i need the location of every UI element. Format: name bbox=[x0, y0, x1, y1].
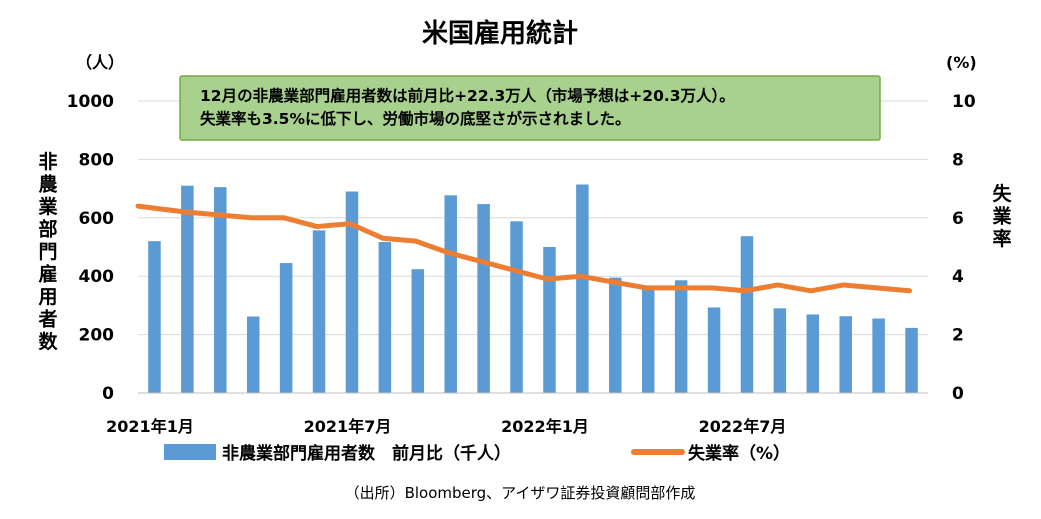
x-tick-label: 2022年1月 bbox=[501, 417, 589, 436]
bar bbox=[773, 308, 787, 393]
bar bbox=[576, 184, 589, 393]
right-tick-label: 4 bbox=[952, 267, 964, 287]
bar bbox=[477, 204, 490, 393]
left-axis-unit: （人） bbox=[76, 53, 124, 72]
x-axis-ticks: 2021年1月 2021年7月 2022年1月 2022年7月 bbox=[106, 417, 786, 436]
annotation-line-2: 失業率も3.5%に低下し、労働市場の底堅さが示されました。 bbox=[200, 109, 631, 128]
left-tick-label: 600 bbox=[79, 209, 115, 229]
bar bbox=[345, 191, 359, 393]
left-tick-label: 1000 bbox=[67, 92, 114, 112]
left-axis-label: 非農業部門雇用者数 bbox=[37, 151, 58, 353]
bar bbox=[312, 230, 326, 393]
left-tick-label: 400 bbox=[79, 267, 115, 287]
bar bbox=[806, 314, 820, 393]
bar bbox=[609, 277, 622, 393]
bar bbox=[378, 242, 392, 393]
bar bbox=[279, 263, 293, 393]
bar-series bbox=[148, 184, 918, 393]
bar bbox=[740, 236, 754, 393]
x-tick-label: 2022年7月 bbox=[699, 417, 787, 436]
chart-title: 米国雇用統計 bbox=[422, 18, 578, 49]
left-axis-ticks: 0 200 400 600 800 1000 bbox=[67, 92, 114, 404]
legend-bar-label: 非農業部門雇用者数 前月比（千人） bbox=[222, 443, 511, 464]
source-note: （出所）Bloomberg、アイザワ証券投資顧問部作成 bbox=[345, 484, 696, 502]
bar bbox=[510, 221, 523, 393]
annotation-line-1: 12月の非農業部門雇用者数は前月比+22.3万人（市場予想は+20.3万人）。 bbox=[200, 86, 735, 105]
left-tick-label: 800 bbox=[79, 150, 115, 170]
bar bbox=[444, 195, 457, 393]
bar bbox=[214, 187, 227, 393]
right-axis-label: 失業率 bbox=[991, 182, 1012, 250]
right-axis-ticks: 0 2 4 6 8 10 bbox=[952, 92, 976, 404]
left-tick-label: 200 bbox=[79, 326, 115, 346]
left-tick-label: 0 bbox=[102, 384, 114, 404]
right-tick-label: 10 bbox=[952, 92, 976, 112]
x-tick-label: 2021年7月 bbox=[304, 417, 392, 436]
bar bbox=[246, 316, 260, 393]
annotation-box: 12月の非農業部門雇用者数は前月比+22.3万人（市場予想は+20.3万人）。 … bbox=[179, 75, 881, 141]
bar bbox=[707, 307, 721, 393]
bar bbox=[181, 185, 194, 393]
right-tick-label: 2 bbox=[952, 326, 964, 346]
bar bbox=[839, 316, 852, 393]
bar bbox=[641, 285, 655, 393]
bar bbox=[674, 280, 688, 393]
line-series bbox=[135, 203, 913, 294]
right-tick-label: 8 bbox=[952, 150, 964, 170]
legend: 非農業部門雇用者数 前月比（千人） 失業率（%） bbox=[164, 443, 790, 464]
legend-line-label: 失業率（%） bbox=[688, 443, 790, 464]
x-tick-label: 2021年1月 bbox=[106, 417, 194, 436]
bar bbox=[543, 247, 556, 393]
bar bbox=[905, 327, 918, 393]
legend-bar-swatch bbox=[164, 444, 216, 460]
bar bbox=[411, 269, 425, 393]
right-axis-unit: (%) bbox=[946, 53, 977, 72]
right-tick-label: 0 bbox=[952, 384, 964, 404]
bar bbox=[872, 318, 885, 393]
bar bbox=[148, 241, 161, 393]
right-tick-label: 6 bbox=[952, 209, 964, 229]
unemployment-line bbox=[135, 203, 913, 294]
